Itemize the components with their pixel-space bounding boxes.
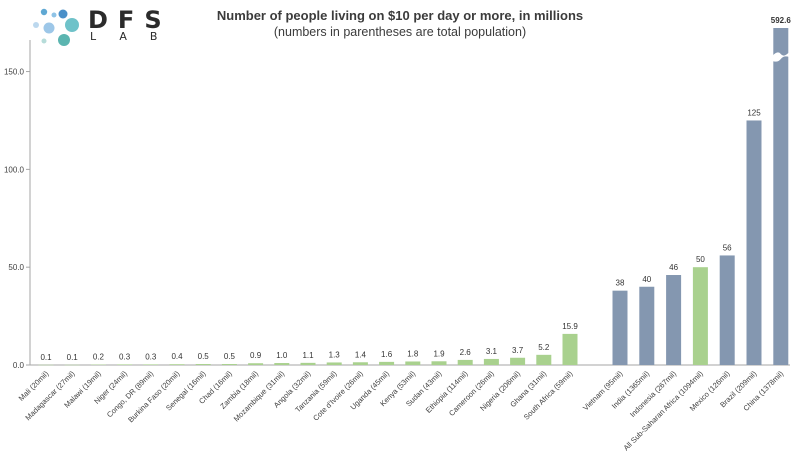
category-label: South Africa (59mil) (522, 369, 575, 422)
bar (300, 362, 316, 365)
bar (746, 120, 762, 365)
data-label: 56 (723, 243, 732, 252)
bar (248, 363, 264, 365)
data-label: 1.1 (302, 351, 314, 360)
data-label: 0.5 (198, 352, 210, 361)
data-label: 0.4 (171, 352, 183, 361)
bar (379, 361, 395, 365)
bar (117, 364, 133, 365)
data-label: 592.6 (771, 16, 792, 25)
chart-title: Number of people living on $10 per day o… (216, 8, 584, 23)
data-label: 3.1 (486, 347, 498, 356)
logo-subtitle: LAB (90, 30, 181, 43)
data-label: 0.3 (119, 352, 131, 361)
data-label: 46 (669, 263, 678, 272)
category-label: Cameroon (26mil) (447, 369, 496, 418)
bar (562, 333, 578, 365)
data-label: 1.6 (381, 350, 393, 359)
bar (612, 290, 628, 365)
logo-wordmark: DFS (88, 6, 172, 34)
bar (352, 362, 368, 365)
category-label: Indonesia (267mil) (628, 369, 678, 419)
data-label: 0.5 (224, 352, 236, 361)
data-label: 38 (616, 279, 625, 288)
data-label: 0.2 (93, 353, 105, 362)
data-label: 1.9 (433, 349, 445, 358)
data-label: 0.3 (145, 352, 157, 361)
data-label: 5.2 (538, 343, 550, 352)
bar (483, 358, 499, 365)
data-label: 40 (642, 275, 651, 284)
data-label: 125 (747, 108, 761, 117)
bar (221, 364, 237, 365)
axis-break-mark (772, 52, 790, 62)
dfs-lab-logo (30, 6, 160, 50)
bar (457, 359, 473, 365)
chart-subtitle: (numbers in parentheses are total popula… (273, 25, 527, 39)
bar (639, 286, 655, 365)
category-label: Congo, DR (89mil) (105, 369, 156, 420)
bar (719, 255, 735, 365)
bar (169, 364, 185, 365)
data-label: 2.6 (460, 348, 472, 357)
bar (431, 361, 447, 365)
data-label: 1.8 (407, 349, 419, 358)
data-label: 3.7 (512, 346, 524, 355)
bar (195, 364, 211, 365)
data-label: 1.4 (355, 350, 367, 359)
data-label: 15.9 (562, 322, 578, 331)
data-label: 50 (696, 255, 705, 264)
y-tick-label: 0.0 (13, 361, 25, 370)
logo-dots-icon (33, 8, 79, 46)
bar (326, 362, 342, 365)
data-label: 0.1 (67, 353, 79, 362)
bar (143, 364, 159, 365)
data-label: 0.9 (250, 351, 262, 360)
bar (692, 267, 708, 365)
bar (773, 28, 789, 365)
bar (666, 275, 682, 365)
y-tick-label: 150.0 (4, 68, 25, 77)
bar (510, 357, 526, 365)
data-label: 1.3 (329, 350, 341, 359)
bar (274, 363, 290, 365)
y-tick-label: 50.0 (8, 263, 24, 272)
data-label: 1.0 (276, 351, 288, 360)
bar (405, 361, 421, 365)
data-label: 0.1 (40, 353, 52, 362)
bar (536, 354, 552, 365)
y-tick-label: 100.0 (4, 165, 25, 174)
